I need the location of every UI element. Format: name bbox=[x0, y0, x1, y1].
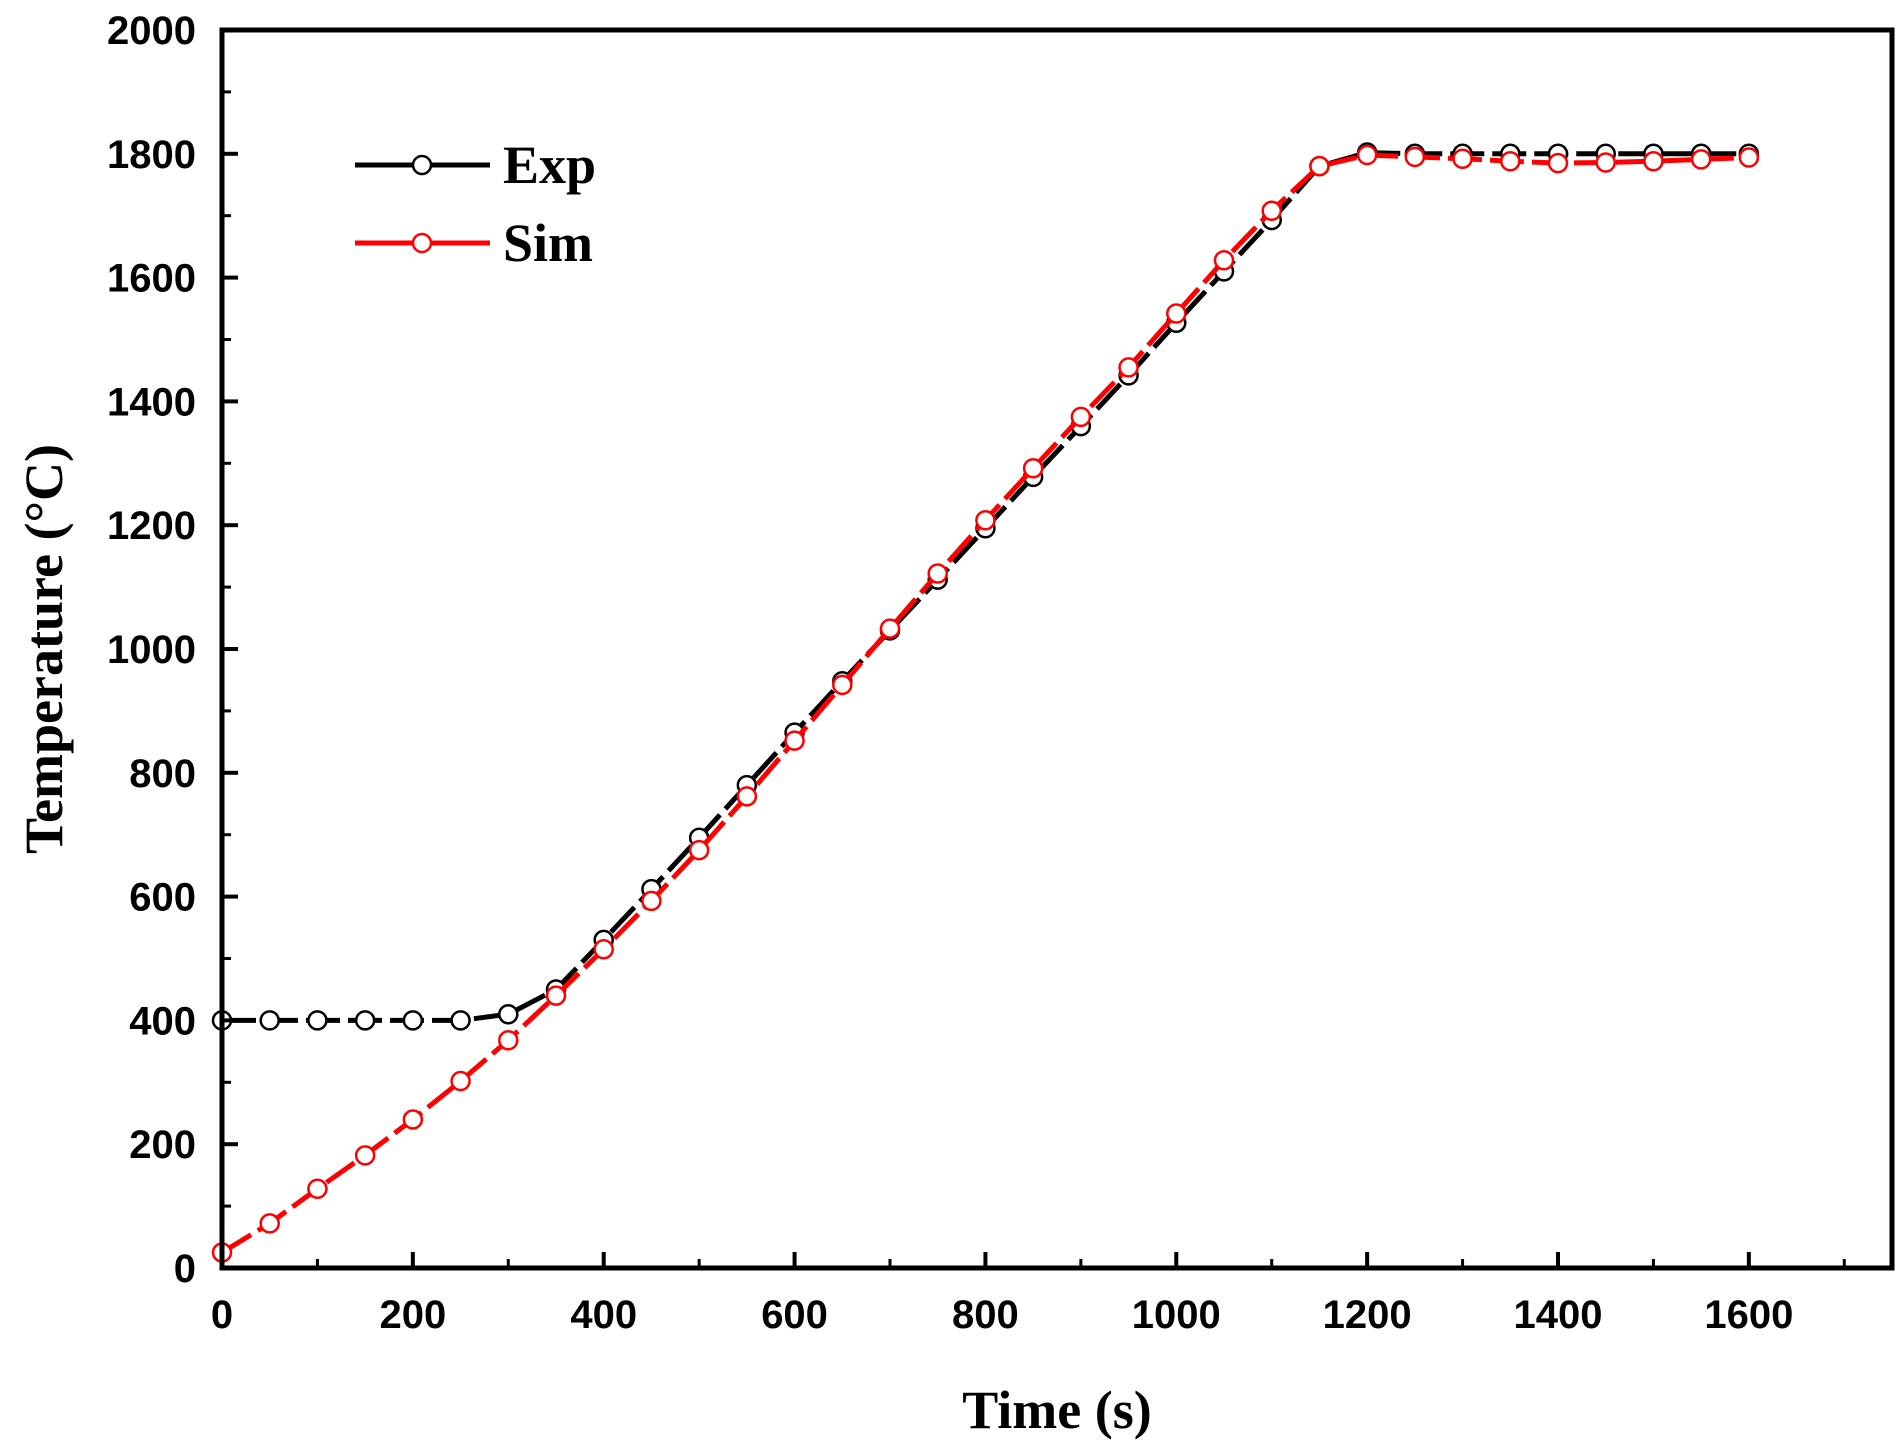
data-point-exp bbox=[402, 1010, 424, 1031]
y-tick-label: 800 bbox=[129, 752, 196, 796]
data-point-sim bbox=[1404, 146, 1426, 168]
data-point-sim bbox=[1690, 149, 1712, 170]
data-point-sim bbox=[688, 839, 710, 861]
x-tick-label: 1600 bbox=[1704, 1293, 1793, 1337]
data-point-sim bbox=[879, 618, 901, 639]
ticks-layer bbox=[220, 28, 1846, 1270]
legend-item-sim: Sim bbox=[355, 213, 593, 273]
data-point-sim bbox=[1166, 303, 1187, 324]
x-axis-title: Time (s) bbox=[962, 1380, 1151, 1440]
legend-marker bbox=[411, 154, 433, 176]
series-layer bbox=[211, 142, 1760, 1263]
x-tick-label: 1200 bbox=[1323, 1293, 1412, 1337]
data-point-sim bbox=[975, 509, 996, 531]
labels-layer: 0 200 400 600 800 1000 1200 1400 1600 0 200 400 600 8… bbox=[107, 9, 1793, 1337]
y-tick-label: 200 bbox=[129, 1123, 196, 1167]
data-point-sim bbox=[498, 1029, 519, 1051]
data-point-exp bbox=[259, 1010, 280, 1031]
data-point-sim bbox=[641, 890, 662, 912]
data-point-sim bbox=[593, 938, 614, 960]
y-tick-label: 400 bbox=[129, 999, 196, 1043]
data-point-sim bbox=[1118, 357, 1139, 378]
legend-marker bbox=[411, 232, 433, 254]
y-tick-label: 1400 bbox=[107, 380, 196, 424]
series-sim bbox=[211, 144, 1760, 1263]
x-tick-label: 600 bbox=[761, 1293, 828, 1337]
y-tick-label: 600 bbox=[129, 876, 196, 920]
y-tick-label: 1200 bbox=[107, 504, 196, 548]
legend-item-exp: Exp bbox=[355, 135, 596, 195]
data-point-sim bbox=[1595, 152, 1616, 173]
data-point-sim bbox=[1643, 150, 1664, 172]
data-point-sim bbox=[927, 563, 948, 584]
y-tick-label: 2000 bbox=[107, 9, 196, 53]
y-tick-label: 1600 bbox=[107, 257, 196, 301]
data-point-exp bbox=[498, 1003, 519, 1025]
data-point-sim bbox=[450, 1070, 471, 1092]
x-tick-label: 1400 bbox=[1514, 1293, 1603, 1337]
x-tick-label: 400 bbox=[570, 1293, 637, 1337]
data-point-sim bbox=[1738, 147, 1760, 168]
data-point-exp bbox=[307, 1010, 328, 1031]
x-tick-label: 200 bbox=[379, 1293, 446, 1337]
x-tick-label: 1000 bbox=[1132, 1293, 1221, 1337]
legend-label: Exp bbox=[503, 135, 596, 195]
data-point-sim bbox=[259, 1213, 280, 1234]
y-axis-title: Temperature (°C) bbox=[14, 444, 74, 854]
data-point-sim bbox=[1547, 152, 1569, 174]
legend-label: Sim bbox=[503, 213, 593, 273]
data-point-sim bbox=[307, 1178, 328, 1200]
y-tick-label: 1800 bbox=[107, 133, 196, 177]
data-point-sim bbox=[545, 985, 567, 1006]
data-point-sim bbox=[784, 730, 805, 751]
data-point-sim bbox=[736, 786, 758, 807]
data-point-exp bbox=[450, 1010, 471, 1031]
data-point-sim bbox=[1500, 150, 1521, 172]
data-point-sim bbox=[832, 674, 853, 696]
data-point-sim bbox=[1070, 406, 1092, 428]
legend: Exp Sim bbox=[355, 135, 596, 273]
data-point-sim bbox=[1356, 144, 1378, 166]
y-tick-label: 0 bbox=[174, 1247, 196, 1291]
data-point-sim bbox=[1261, 200, 1282, 221]
x-tick-label: 800 bbox=[952, 1293, 1019, 1337]
data-point-exp bbox=[354, 1010, 376, 1031]
data-point-sim bbox=[1022, 458, 1044, 479]
x-tick-label: 0 bbox=[211, 1293, 233, 1337]
data-point-sim bbox=[402, 1109, 424, 1130]
data-point-sim bbox=[1452, 148, 1473, 170]
y-tick-label: 1000 bbox=[107, 628, 196, 672]
data-point-sim bbox=[354, 1145, 376, 1166]
data-point-sim bbox=[1309, 155, 1330, 177]
data-point-sim bbox=[1213, 250, 1235, 271]
